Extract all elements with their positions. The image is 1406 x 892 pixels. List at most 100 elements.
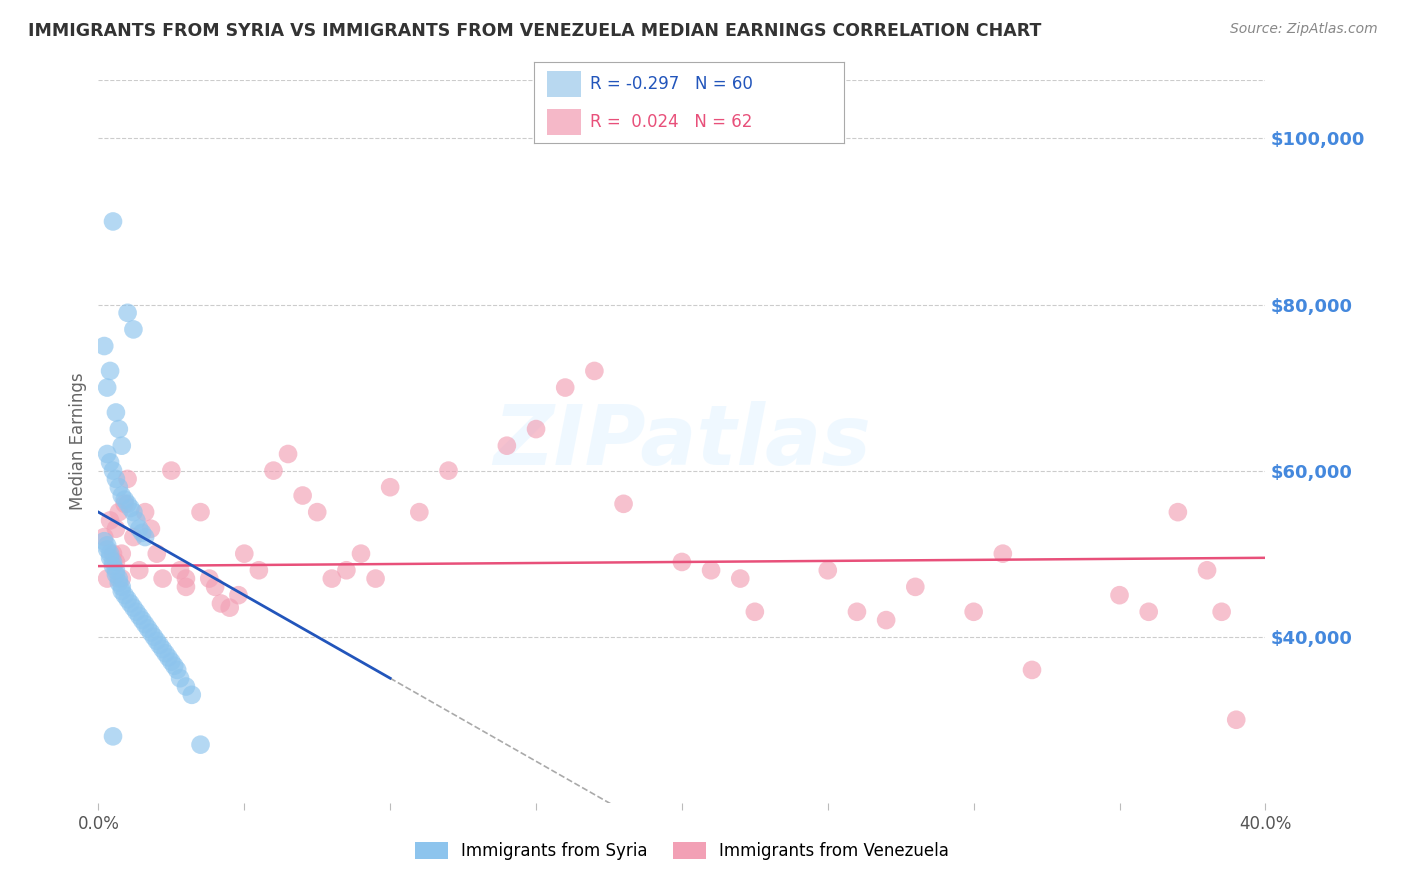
Point <box>307 505 329 519</box>
Point <box>149 638 172 652</box>
Point <box>101 555 124 569</box>
Point <box>1021 663 1043 677</box>
Point <box>991 547 1014 561</box>
Point <box>114 497 136 511</box>
Point <box>98 513 121 527</box>
Point <box>104 555 127 569</box>
Point <box>817 563 839 577</box>
Point <box>277 447 299 461</box>
Point <box>96 542 118 557</box>
Point <box>96 380 118 394</box>
Point <box>101 214 124 228</box>
Point <box>380 480 402 494</box>
Point <box>962 605 984 619</box>
Point <box>111 584 134 599</box>
Point <box>163 658 186 673</box>
Point <box>204 580 226 594</box>
Point <box>101 730 124 744</box>
Point <box>101 559 124 574</box>
Point <box>101 547 124 561</box>
Text: ZIPatlas: ZIPatlas <box>494 401 870 482</box>
Legend: Immigrants from Syria, Immigrants from Venezuela: Immigrants from Syria, Immigrants from V… <box>408 835 956 867</box>
Point <box>904 580 927 594</box>
Point <box>122 530 145 544</box>
Point <box>108 480 131 494</box>
Point <box>209 597 232 611</box>
Point <box>169 671 191 685</box>
Point <box>1108 588 1130 602</box>
Point <box>125 605 148 619</box>
Point <box>125 513 148 527</box>
Point <box>114 492 136 507</box>
Point <box>174 680 197 694</box>
Point <box>104 472 127 486</box>
Point <box>128 522 150 536</box>
Point <box>228 588 250 602</box>
Point <box>98 550 121 565</box>
Point <box>117 472 139 486</box>
Point <box>554 380 576 394</box>
Point <box>93 339 115 353</box>
Point <box>744 605 766 619</box>
Point <box>1167 505 1189 519</box>
Point <box>160 464 183 478</box>
Point <box>128 563 150 577</box>
Point <box>730 572 752 586</box>
Point <box>122 505 145 519</box>
Point <box>120 500 142 515</box>
Point <box>111 547 134 561</box>
Point <box>111 439 134 453</box>
Point <box>198 572 221 586</box>
Point <box>122 600 145 615</box>
Point <box>96 572 118 586</box>
Point <box>157 650 180 665</box>
Point <box>160 655 183 669</box>
Point <box>108 505 131 519</box>
Point <box>1137 605 1160 619</box>
Point <box>108 572 131 586</box>
Point <box>96 538 118 552</box>
Point <box>104 567 127 582</box>
Text: R = -0.297   N = 60: R = -0.297 N = 60 <box>591 75 752 93</box>
Point <box>437 464 460 478</box>
Point <box>1211 605 1233 619</box>
Point <box>98 455 121 469</box>
Point <box>120 597 142 611</box>
Point <box>114 588 136 602</box>
Y-axis label: Median Earnings: Median Earnings <box>69 373 87 510</box>
Point <box>262 464 284 478</box>
Point <box>350 547 373 561</box>
Point <box>111 489 134 503</box>
Point <box>111 580 134 594</box>
Point <box>364 572 387 586</box>
Point <box>108 575 131 590</box>
Point <box>180 688 202 702</box>
Point <box>335 563 357 577</box>
Point <box>612 497 634 511</box>
Point <box>233 547 256 561</box>
Point <box>152 642 174 657</box>
Text: Source: ZipAtlas.com: Source: ZipAtlas.com <box>1230 22 1378 37</box>
Point <box>131 613 153 627</box>
Point <box>166 663 188 677</box>
Point <box>93 530 115 544</box>
Point <box>496 439 519 453</box>
Point <box>174 572 197 586</box>
Point <box>146 633 169 648</box>
Point <box>875 613 897 627</box>
Point <box>98 547 121 561</box>
Point <box>174 580 197 594</box>
Point <box>104 522 127 536</box>
Point <box>1195 563 1218 577</box>
Point <box>136 621 159 635</box>
Point <box>155 646 177 660</box>
Point <box>134 617 156 632</box>
Text: IMMIGRANTS FROM SYRIA VS IMMIGRANTS FROM VENEZUELA MEDIAN EARNINGS CORRELATION C: IMMIGRANTS FROM SYRIA VS IMMIGRANTS FROM… <box>28 22 1042 40</box>
Point <box>108 422 131 436</box>
Text: R =  0.024   N = 62: R = 0.024 N = 62 <box>591 113 752 131</box>
Point <box>96 447 118 461</box>
Point <box>104 405 127 419</box>
Bar <box>547 109 581 135</box>
Point <box>1225 713 1247 727</box>
Point <box>671 555 693 569</box>
